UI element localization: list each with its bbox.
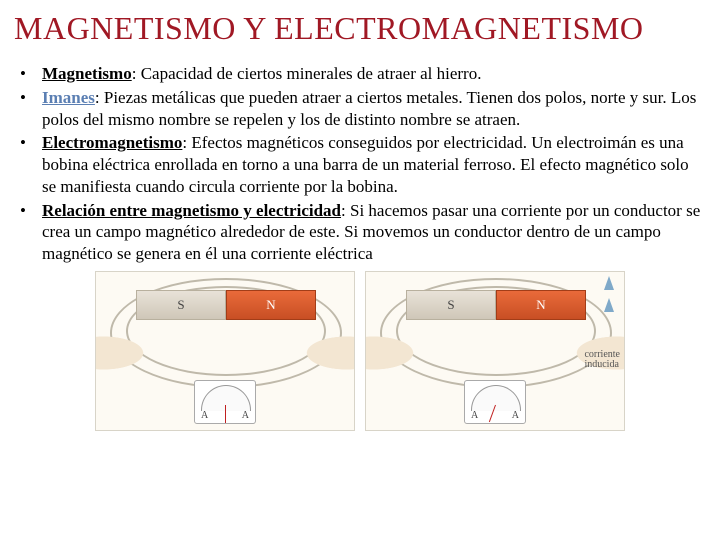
bullet-list: Magnetismo: Capacidad de ciertos mineral… [14, 63, 706, 265]
meter-label-b: A [242, 410, 249, 421]
term-magnetismo: Magnetismo [42, 64, 132, 83]
link-imanes[interactable]: Imanes [42, 88, 95, 107]
meter-label-b-r: A [512, 410, 519, 421]
bullet-imanes: Imanes: Piezas metálicas que pueden atra… [14, 87, 706, 131]
meter-label-a-r: A [471, 410, 478, 421]
ammeter-right: A A [464, 380, 526, 424]
diagram-left: S N A A [95, 271, 355, 431]
desc-magnetismo: : Capacidad de ciertos minerales de atra… [132, 64, 482, 83]
magnet-south-r: S [406, 290, 496, 320]
diagram-right: S N corrienteinducida A A [365, 271, 625, 431]
hand-right [296, 332, 355, 374]
magnet-bar-left: S N [136, 290, 316, 320]
magnet-north: N [226, 290, 316, 320]
induced-label: corrienteinducida [584, 350, 620, 371]
slide: MAGNETISMO Y ELECTROMAGNETISMO Magnetism… [0, 0, 720, 540]
bullet-magnetismo: Magnetismo: Capacidad de ciertos mineral… [14, 63, 706, 85]
diagram-row: S N A A S N corrienteinducida [14, 271, 706, 431]
magnet-north-r: N [496, 290, 586, 320]
meter-label-a: A [201, 410, 208, 421]
ammeter-left: A A [194, 380, 256, 424]
induced-arrows-icon [602, 276, 616, 320]
hand-left-r [365, 332, 424, 374]
term-relacion: Relación entre magnetismo y electricidad [42, 201, 341, 220]
magnet-bar-right: S N [406, 290, 586, 320]
bullet-electromagnetismo: Electromagnetismo: Efectos magnéticos co… [14, 132, 706, 197]
hand-left [95, 332, 154, 374]
term-electromagnetismo: Electromagnetismo [42, 133, 182, 152]
magnet-south: S [136, 290, 226, 320]
desc-imanes: : Piezas metálicas que pueden atraer a c… [42, 88, 696, 129]
bullet-relacion: Relación entre magnetismo y electricidad… [14, 200, 706, 265]
page-title: MAGNETISMO Y ELECTROMAGNETISMO [14, 10, 706, 47]
